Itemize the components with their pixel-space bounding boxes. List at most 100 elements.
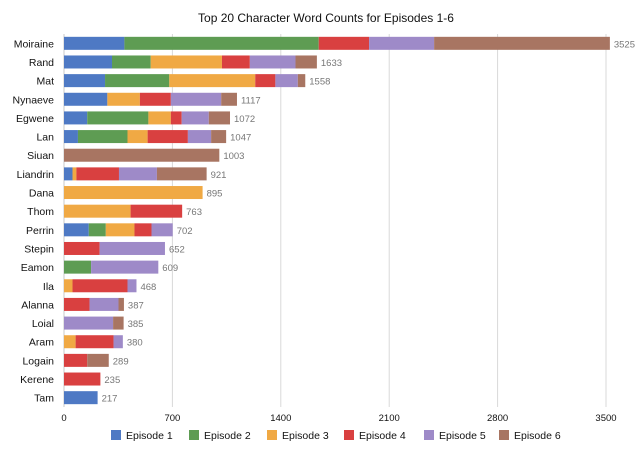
x-tick-label: 1400 [270, 413, 291, 424]
bar-segment-lan-episode-2 [77, 130, 128, 144]
total-label: 763 [186, 207, 202, 218]
bar-segment-loial-episode-6 [113, 316, 124, 330]
legend: Episode 1 Episode 2 Episode 3 Episode 4 Epis… [111, 430, 561, 442]
legend-label-episode-2: Episode 2 [204, 430, 251, 442]
bar-segment-perrin-episode-3 [105, 223, 135, 237]
total-label: 217 [102, 394, 118, 405]
total-label: 1633 [321, 58, 342, 69]
bar-segment-nynaeve-episode-5 [170, 92, 222, 106]
category-label: Siuan [27, 150, 54, 162]
bar-segment-nynaeve-episode-1 [64, 92, 108, 106]
bar-segment-eamon-episode-2 [64, 260, 92, 274]
bar-segment-tam-episode-1 [64, 391, 98, 405]
legend-label-episode-1: Episode 1 [126, 430, 173, 442]
bar-segment-liandrin-episode-6 [156, 167, 207, 181]
legend-label-episode-6: Episode 6 [514, 430, 561, 442]
bar-segment-thom-episode-4 [130, 204, 183, 218]
bar-segment-egwene-episode-1 [64, 111, 88, 125]
legend-swatch-episode-4 [344, 430, 354, 440]
total-label: 1003 [223, 151, 244, 162]
bar-segment-moiraine-episode-2 [124, 36, 319, 50]
category-label: Aram [29, 337, 54, 349]
category-label: Mat [36, 76, 54, 88]
bar-segment-rand-episode-1 [64, 55, 113, 69]
total-label: 3525 [614, 39, 635, 50]
total-labels: 3525 1633 1558 1117 1072 1047 1003 921 895 763 702… [102, 39, 635, 404]
bar-segment-alanna-episode-4 [64, 297, 90, 311]
bar-segment-rand-episode-3 [150, 55, 222, 69]
category-label: Tam [34, 393, 54, 405]
total-label: 385 [128, 319, 144, 330]
bar-segment-aram-episode-4 [75, 335, 114, 349]
total-label: 1558 [309, 77, 330, 88]
bar-segment-ila-episode-4 [72, 279, 128, 293]
bar-segment-eamon-episode-5 [91, 260, 159, 274]
total-label: 652 [169, 244, 185, 255]
bar-segment-mat-episode-1 [64, 74, 106, 88]
bar-segment-dana-episode-3 [64, 186, 203, 200]
x-tick-label: 2100 [379, 413, 400, 424]
bar-segment-stepin-episode-4 [64, 241, 100, 255]
bar-segment-liandrin-episode-5 [118, 167, 157, 181]
bar-segment-alanna-episode-5 [89, 297, 119, 311]
legend-label-episode-3: Episode 3 [282, 430, 329, 442]
bar-segment-mat-episode-2 [105, 74, 170, 88]
legend-label-episode-4: Episode 4 [359, 430, 406, 442]
legend-swatch-episode-3 [267, 430, 277, 440]
category-label: Loial [32, 318, 54, 330]
category-label: Ila [43, 281, 54, 293]
chart-title: Top 20 Character Word Counts for Episode… [198, 11, 454, 25]
category-label: Eamon [21, 262, 54, 274]
bar-segment-perrin-episode-1 [64, 223, 89, 237]
x-tick-label: 0 [61, 413, 66, 424]
bar-segment-egwene-episode-5 [181, 111, 209, 125]
bar-segment-mat-episode-3 [169, 74, 256, 88]
total-label: 895 [207, 189, 223, 200]
category-label: Liandrin [17, 169, 55, 181]
bar-segment-logain-episode-6 [87, 353, 109, 367]
total-label: 468 [140, 282, 156, 293]
bar-segment-egwene-episode-6 [208, 111, 231, 125]
total-label: 235 [104, 375, 120, 386]
bar-segment-perrin-episode-4 [134, 223, 152, 237]
bar-segment-mat-episode-6 [297, 74, 306, 88]
category-label: Logain [22, 355, 54, 367]
bar-segment-rand-episode-6 [295, 55, 317, 69]
legend-label-episode-5: Episode 5 [439, 430, 486, 442]
total-label: 1117 [241, 95, 261, 106]
bar-segment-loial-episode-5 [64, 316, 114, 330]
total-label: 380 [127, 338, 143, 349]
bar-segment-aram-episode-3 [64, 335, 76, 349]
category-label: Nynaeve [13, 94, 55, 106]
bar-segment-rand-episode-2 [112, 55, 151, 69]
bar-segment-nynaeve-episode-4 [139, 92, 171, 106]
grid-lines [63, 34, 607, 407]
bar-segment-alanna-episode-6 [118, 297, 124, 311]
legend-swatch-episode-1 [111, 430, 121, 440]
bar-segment-ila-episode-3 [64, 279, 73, 293]
bar-segment-egwene-episode-4 [170, 111, 182, 125]
category-label: Thom [27, 206, 54, 218]
legend-swatch-episode-6 [499, 430, 509, 440]
bar-segment-thom-episode-3 [64, 204, 131, 218]
legend-swatch-episode-2 [189, 430, 199, 440]
total-label: 1072 [234, 114, 255, 125]
bar-segment-aram-episode-5 [113, 335, 123, 349]
x-tick-label: 2800 [487, 413, 508, 424]
bar-segment-nynaeve-episode-6 [221, 92, 237, 106]
bar-segment-egwene-episode-2 [87, 111, 149, 125]
bar-segment-egwene-episode-3 [148, 111, 171, 125]
total-label: 609 [162, 263, 178, 274]
x-axis-ticks: 0 700 1400 2100 2800 3500 [61, 413, 616, 424]
bar-segment-liandrin-episode-1 [64, 167, 73, 181]
bar-segment-moiraine-episode-6 [434, 36, 610, 50]
total-label: 387 [128, 300, 144, 311]
bar-segment-rand-episode-4 [221, 55, 250, 69]
bar-segment-mat-episode-5 [275, 74, 298, 88]
bar-segment-logain-episode-4 [64, 353, 88, 367]
category-label: Egwene [16, 113, 54, 125]
category-label: Lan [36, 132, 54, 144]
bar-segment-kerene-episode-4 [64, 372, 101, 386]
category-label: Moiraine [14, 38, 54, 50]
